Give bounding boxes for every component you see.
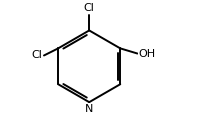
Text: N: N [85, 104, 93, 114]
Text: OH: OH [139, 49, 156, 59]
Text: Cl: Cl [32, 51, 43, 60]
Text: Cl: Cl [84, 3, 95, 13]
